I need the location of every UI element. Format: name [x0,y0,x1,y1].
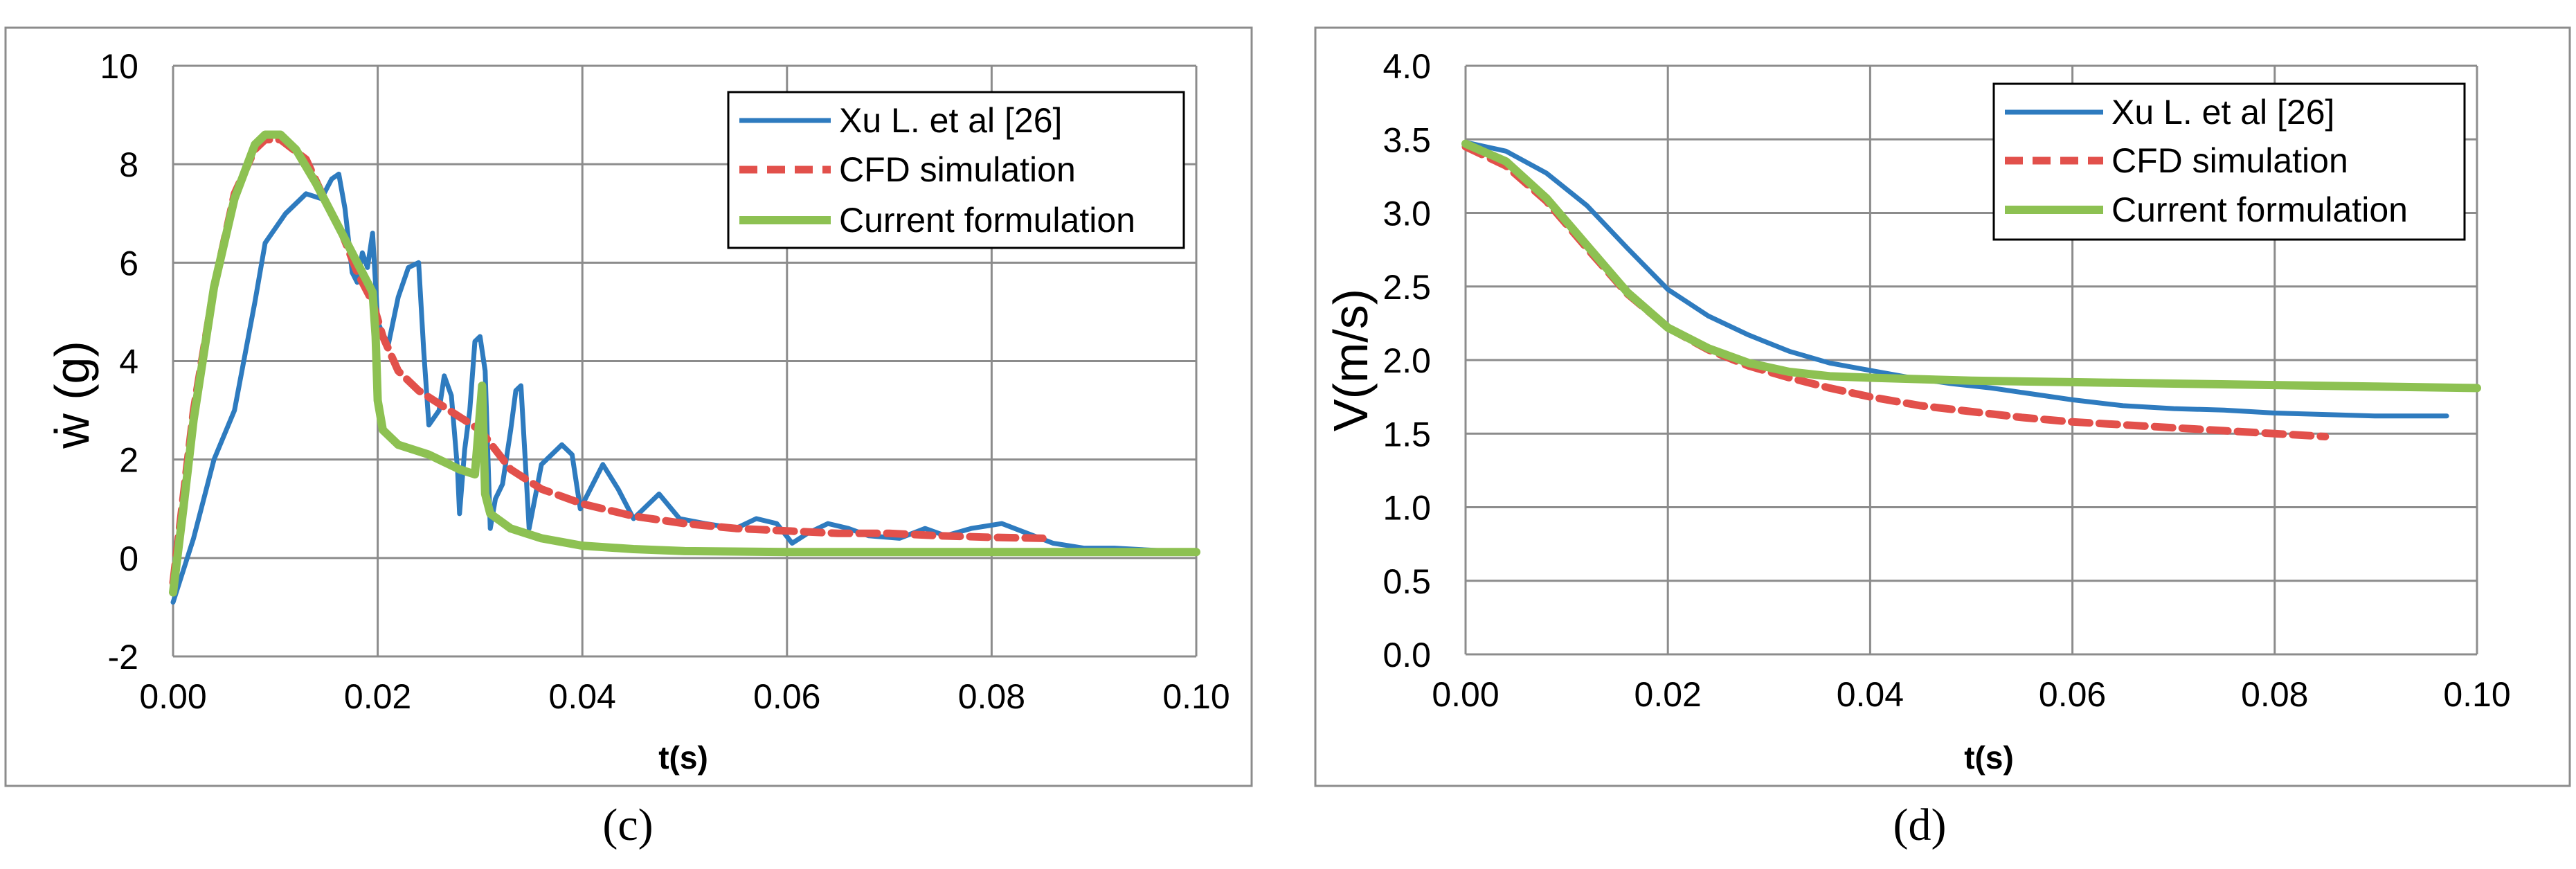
y-tick-label-d: 0.5 [1382,562,1431,601]
x-tick-label-c: 0.06 [753,677,820,716]
x-axis-label-c: t(s) [658,740,708,776]
x-tick-label-c: 0.00 [139,677,206,716]
y-tick-label-c: 8 [119,145,138,184]
y-tick-label-d: 4.0 [1382,47,1431,86]
y-tick-label-c: 2 [119,441,138,480]
chart-panel-c: 0.00 0.02 0.04 0.06 0.08 0.10 -2 0 2 4 6 8 10 Xu L. … [4,26,1253,850]
legend-label-d: Current formulation [2111,190,2408,229]
series-line-current-formulation-d [1461,139,2481,393]
y-tick-label-c: 6 [119,244,138,283]
y-axis-label-d: V(m/s) [1324,289,1378,431]
y-tick-label-c: 10 [100,47,138,86]
legend-label-c: Xu L. et al [26] [839,101,1062,140]
y-tick-label-d: 3.0 [1382,195,1431,233]
grid-c [172,64,1198,658]
y-tick-label-c: 4 [119,343,138,382]
tick-labels-d: 0.00 0.02 0.04 0.06 0.08 0.10 0.0 0.5 1.0 1.5 2.0 2… [1382,47,2510,714]
legend-label-c: CFD simulation [839,150,1076,189]
x-tick-label-d: 0.00 [1432,675,1499,714]
series-line-current-formulation-c [169,130,1200,597]
x-tick-label-c: 0.08 [958,677,1025,716]
y-tick-label-c: 0 [119,539,138,578]
x-tick-label-c: 0.02 [344,677,411,716]
x-tick-label-d: 0.06 [2039,675,2106,714]
y-tick-label-d: 3.5 [1382,120,1431,159]
x-tick-label-d: 0.04 [1837,675,1904,714]
chart-panel-d: 0.00 0.02 0.04 0.06 0.08 0.10 0.0 0.5 1.0 1.5 2.0 2… [1314,26,2571,850]
legend-label-d: Xu L. et al [26] [2111,93,2334,132]
x-tick-label-d: 0.02 [1634,675,1702,714]
legend-d: Xu L. et al [26] CFD simulation Current fo… [1992,82,2466,241]
y-tick-label-d: 1.5 [1382,415,1431,454]
series-lines-d [1461,139,2481,440]
y-tick-label-c: -2 [108,638,138,677]
x-axis-label-d: t(s) [1964,740,2014,776]
grid-d [1464,64,2478,656]
panel-caption-d: (d) [1893,800,1947,850]
y-tick-label-d: 2.5 [1382,268,1431,307]
y-tick-label-d: 2.0 [1382,341,1431,380]
legend-label-d: CFD simulation [2111,141,2348,180]
x-tick-label-d: 0.08 [2241,675,2308,714]
legend-c: Xu L. et al [26] CFD simulation Current fo… [727,91,1185,249]
x-tick-label-c: 0.10 [1162,677,1230,716]
x-tick-label-c: 0.04 [549,677,616,716]
y-axis-label-c: ẇ (g) [45,341,99,449]
y-tick-label-d: 1.0 [1382,489,1431,528]
tick-labels-c: 0.00 0.02 0.04 0.06 0.08 0.10 -2 0 2 4 6 8 10 [100,47,1230,716]
legend-label-c: Current formulation [839,201,1135,240]
panel-caption-c: (c) [602,800,653,850]
y-tick-label-d: 0.0 [1382,636,1431,674]
series-lines-c [169,130,1200,605]
x-tick-label-d: 0.10 [2443,675,2510,714]
